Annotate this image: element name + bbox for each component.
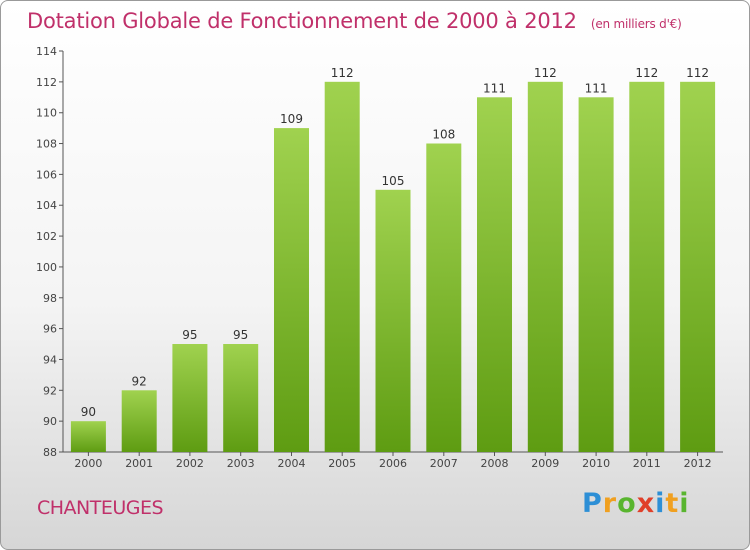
y-tick-label: 90 [43, 415, 57, 428]
y-tick-label: 110 [36, 107, 57, 120]
x-tick-label: 2000 [74, 457, 102, 470]
bar [375, 189, 411, 453]
bar-value-label: 109 [280, 112, 303, 126]
y-tick-label: 112 [36, 76, 57, 89]
bar-value-label: 112 [331, 66, 354, 80]
y-tick-label: 88 [43, 446, 57, 459]
y-tick-label: 94 [43, 353, 57, 366]
y-tick-label: 92 [43, 384, 57, 397]
y-tick-label: 106 [36, 168, 57, 181]
x-tick-label: 2004 [278, 457, 306, 470]
bar [477, 97, 512, 453]
logo-letter: x [636, 488, 656, 519]
bar-chart: 88 90 92 94 96 98 100 102 104 106 108 110 112 114 2000… [36, 45, 723, 470]
x-tick-label: 2012 [684, 457, 712, 470]
bar-value-label: 112 [635, 66, 658, 80]
x-tick-label: 2001 [125, 457, 153, 470]
chart-unit: (en milliers d'€) [590, 17, 682, 31]
bar-value-label: 95 [182, 328, 197, 342]
bar [527, 81, 563, 453]
axes: 88 90 92 94 96 98 100 102 104 106 108 110 112 114 2000… [36, 45, 723, 470]
logo-letter: t [665, 488, 680, 519]
bar [70, 421, 106, 452]
logo-letter: r [602, 488, 618, 519]
bar-value-label: 111 [483, 81, 506, 95]
x-tick-label: 2009 [531, 457, 559, 470]
bar [274, 128, 309, 452]
bar [172, 344, 208, 452]
bar [680, 81, 716, 453]
x-tick-label: 2007 [430, 457, 458, 470]
bar [121, 390, 157, 452]
y-tick-label: 108 [36, 138, 57, 151]
bar [324, 81, 360, 453]
y-tick-label: 100 [36, 261, 57, 274]
bar-value-label: 111 [585, 81, 608, 95]
y-tick-label: 114 [36, 45, 57, 58]
y-tick-label: 102 [36, 230, 57, 243]
bar-value-label: 95 [233, 328, 248, 342]
chart-title-text: Dotation Globale de Fonctionnement de 20… [27, 9, 577, 33]
logo-letter: i [655, 488, 666, 519]
x-tick-label: 2011 [633, 457, 661, 470]
bar [578, 97, 614, 453]
y-tick-label: 104 [36, 199, 57, 212]
bar [426, 143, 462, 452]
x-tick-label: 2010 [582, 457, 610, 470]
x-tick-label: 2006 [379, 457, 407, 470]
proxiti-logo: Proxiti [582, 488, 690, 519]
x-tick-label: 2008 [481, 457, 509, 470]
x-tick-label: 2002 [176, 457, 204, 470]
commune-name: CHANTEUGES [37, 497, 164, 519]
logo-letter: P [582, 488, 603, 519]
x-tick-label: 2003 [227, 457, 255, 470]
bar-value-label: 112 [686, 66, 709, 80]
y-tick-label: 96 [43, 323, 57, 336]
bar-value-label: 108 [432, 128, 455, 142]
logo-letter: o [617, 488, 637, 519]
bar-value-label: 90 [81, 405, 96, 419]
bar-value-label: 112 [534, 66, 557, 80]
bars: 90 92 95 95 109 112 105 108 111 112 111 112 112 [70, 66, 716, 453]
bar [223, 344, 259, 452]
y-tick-label: 98 [43, 292, 57, 305]
logo-letter: i [679, 488, 690, 519]
x-tick-label: 2005 [328, 457, 356, 470]
chart-title: Dotation Globale de Fonctionnement de 20… [27, 9, 682, 33]
bar [629, 81, 665, 453]
bar-value-label: 92 [132, 374, 147, 388]
bar-value-label: 105 [382, 174, 405, 188]
